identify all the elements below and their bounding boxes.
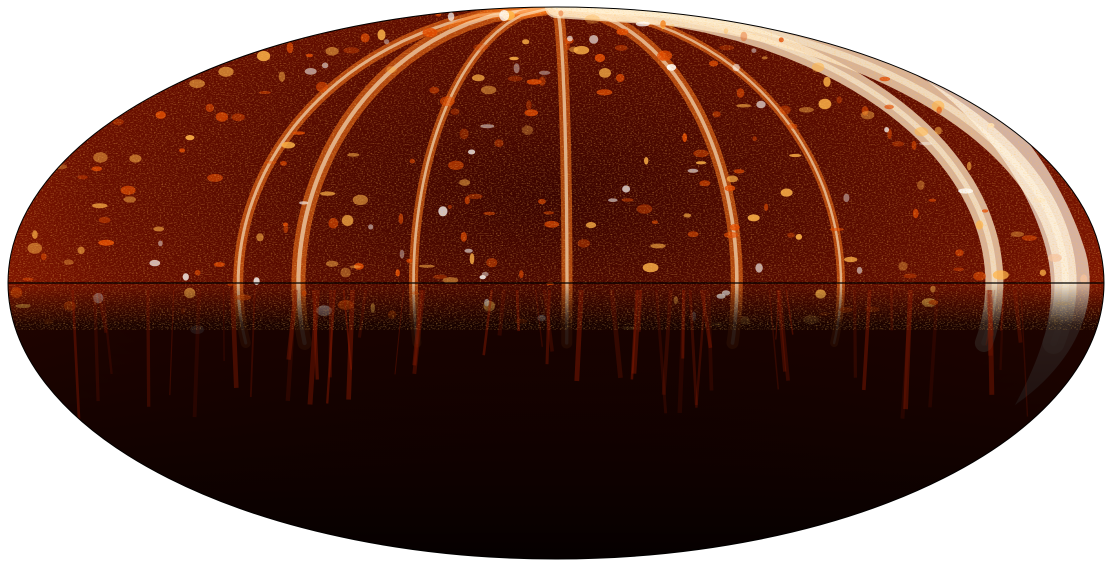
map-outline xyxy=(7,6,1105,560)
speckle-noise xyxy=(8,7,1104,330)
